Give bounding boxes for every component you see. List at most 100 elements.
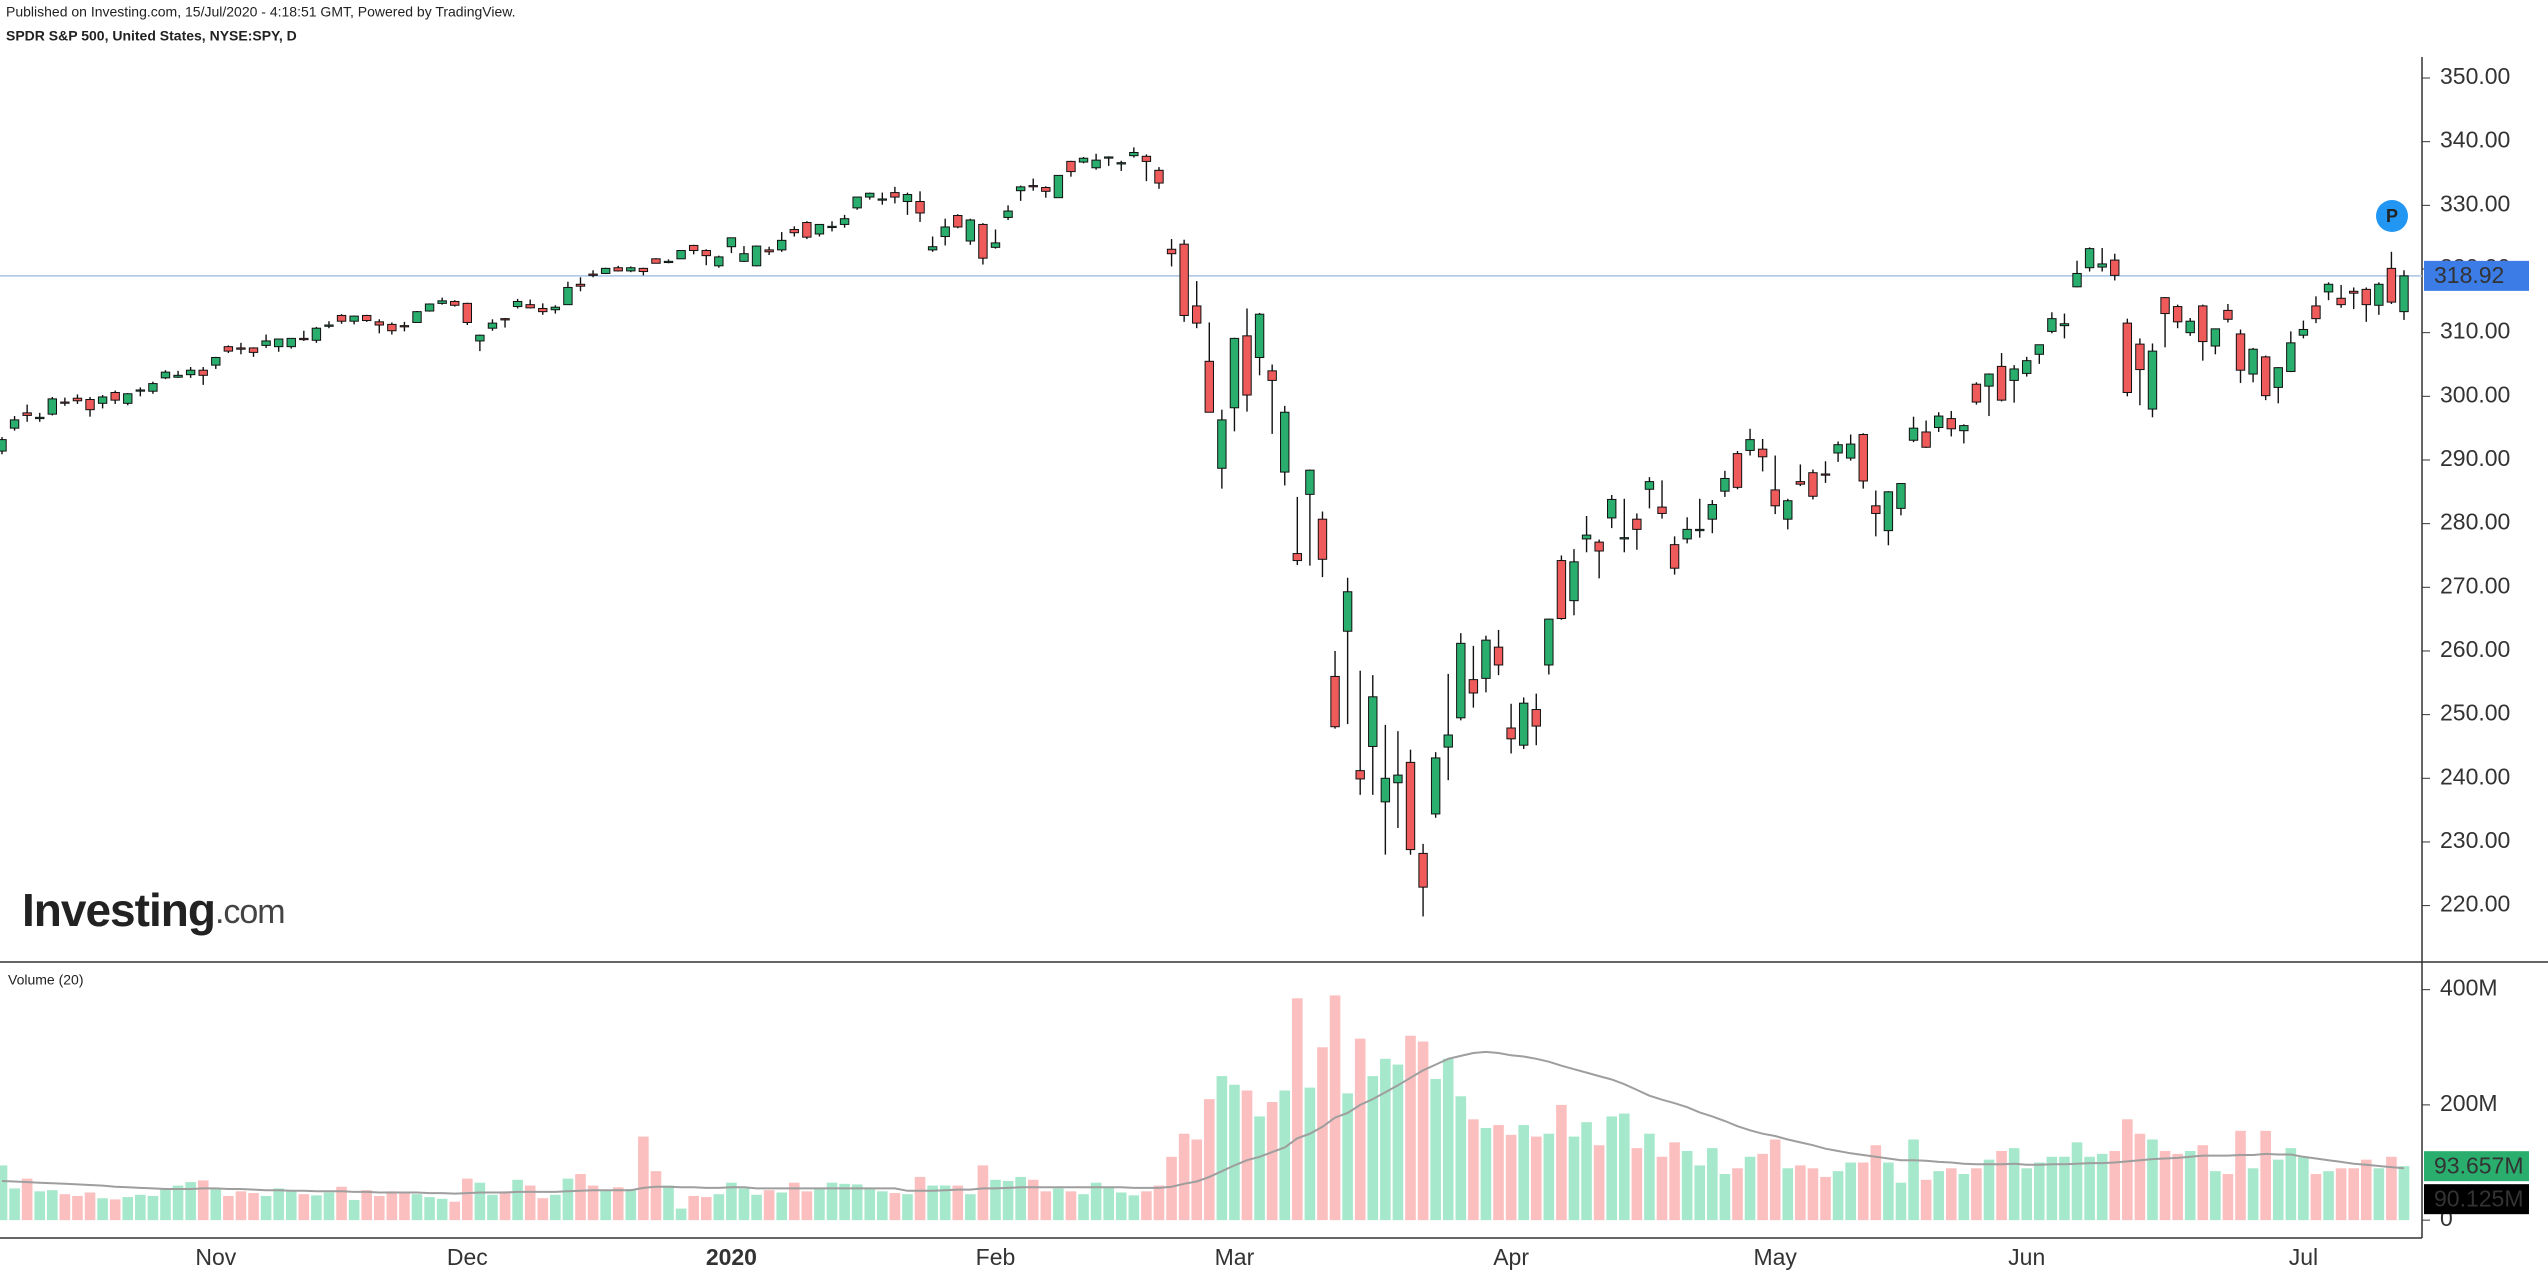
candle-body bbox=[211, 356, 221, 366]
volume-bar bbox=[1367, 1076, 1379, 1221]
volume-bar bbox=[914, 1176, 926, 1221]
volume-bar bbox=[1945, 1168, 1957, 1221]
volume-bar bbox=[386, 1191, 398, 1221]
candle-body bbox=[97, 396, 108, 404]
volume-bar bbox=[1354, 1038, 1366, 1221]
volume-bar bbox=[424, 1197, 435, 1221]
candle-body bbox=[1254, 313, 1265, 358]
last-volume-label: 93.657M bbox=[2434, 1152, 2524, 1178]
candle-body bbox=[1544, 618, 1554, 666]
candle-body bbox=[714, 256, 724, 267]
candle-body bbox=[1418, 852, 1428, 888]
candle-body bbox=[726, 237, 737, 248]
volume-bar bbox=[751, 1194, 762, 1221]
x-tick-label: Apr bbox=[1493, 1244, 1529, 1270]
candle-body bbox=[248, 347, 259, 353]
candle-body bbox=[751, 245, 762, 267]
candle-body bbox=[1883, 491, 1894, 532]
candle-body bbox=[1342, 591, 1353, 632]
volume-bar bbox=[1732, 1168, 1743, 1221]
y-tick-label: 220.00 bbox=[2440, 891, 2510, 917]
volume-ma-label: 90.125M bbox=[2434, 1185, 2524, 1211]
volume-bar bbox=[109, 1199, 121, 1221]
volume-bar bbox=[839, 1183, 850, 1221]
volume-bar bbox=[1392, 1064, 1404, 1221]
volume-bar bbox=[210, 1188, 222, 1221]
volume-bar bbox=[361, 1190, 373, 1221]
logo-word: Investing bbox=[22, 884, 215, 936]
candle-body bbox=[1267, 370, 1277, 381]
logo-suffix: .com bbox=[215, 893, 285, 931]
volume-bar bbox=[97, 1198, 108, 1221]
candle-body bbox=[2097, 263, 2107, 268]
volume-bar bbox=[1719, 1174, 1731, 1221]
candle-body bbox=[2248, 348, 2258, 375]
volume-bar bbox=[1241, 1090, 1253, 1221]
candle-body bbox=[362, 314, 372, 322]
candle-body bbox=[1091, 159, 1101, 169]
volume-bar bbox=[1908, 1139, 1919, 1221]
candle-body bbox=[1380, 777, 1391, 803]
candle-body bbox=[651, 258, 661, 264]
candle-body bbox=[1607, 498, 1617, 519]
x-tick-label: Nov bbox=[195, 1244, 236, 1270]
y-tick-label: 280.00 bbox=[2440, 509, 2510, 535]
candle-body bbox=[1518, 702, 1529, 746]
last-price-label-box bbox=[2424, 260, 2529, 291]
volume-bar bbox=[2109, 1150, 2121, 1221]
candle-body bbox=[85, 399, 95, 411]
y-tick-label: 290.00 bbox=[2440, 445, 2510, 471]
volume-bar bbox=[2210, 1171, 2221, 1221]
volume-bar bbox=[1820, 1176, 1831, 1221]
candle-body bbox=[1053, 174, 1064, 199]
candle-body bbox=[2072, 272, 2082, 288]
x-tick-label: Jul bbox=[2289, 1244, 2318, 1270]
candle-body bbox=[2110, 259, 2120, 276]
volume-bar bbox=[1266, 1102, 1278, 1221]
candle-body bbox=[1393, 774, 1403, 784]
candle-body bbox=[1330, 675, 1340, 728]
volume-bar bbox=[436, 1198, 448, 1221]
volume-bar bbox=[612, 1187, 624, 1221]
candle-body bbox=[789, 229, 799, 234]
candle-body bbox=[1820, 473, 1831, 476]
volume-bar bbox=[72, 1195, 83, 1221]
volume-bar bbox=[1015, 1176, 1026, 1221]
volume-bar bbox=[1518, 1125, 1529, 1221]
candle-body bbox=[1003, 210, 1013, 218]
candle-body bbox=[638, 267, 649, 273]
candle-body bbox=[2323, 283, 2334, 293]
volume-bar bbox=[2348, 1168, 2359, 1221]
volume-bar bbox=[462, 1178, 473, 1221]
candle-body bbox=[990, 242, 1001, 248]
volume-bar bbox=[2071, 1142, 2083, 1221]
candle-body bbox=[1808, 472, 1818, 497]
volume-bar bbox=[814, 1188, 825, 1221]
volume-bar bbox=[902, 1194, 913, 1221]
candle-body bbox=[1795, 481, 1806, 485]
volume-bar bbox=[285, 1191, 297, 1221]
candle-body bbox=[2084, 248, 2095, 269]
candle-body bbox=[1946, 418, 1956, 430]
volume-bar bbox=[927, 1185, 938, 1221]
volume-bar bbox=[2084, 1156, 2095, 1221]
candle-body bbox=[123, 393, 133, 404]
y-tick-label: 230.00 bbox=[2440, 827, 2510, 853]
volume-bar bbox=[1606, 1116, 1618, 1221]
volume-bar bbox=[499, 1191, 511, 1221]
volume-bar bbox=[1065, 1191, 1077, 1221]
candle-body bbox=[437, 300, 447, 304]
candle-body bbox=[1594, 541, 1604, 552]
volume-bar bbox=[1191, 1139, 1203, 1221]
volume-bar bbox=[1468, 1119, 1479, 1221]
volume-bar bbox=[625, 1189, 637, 1221]
candle-body bbox=[1166, 248, 1177, 255]
candle-body bbox=[563, 286, 573, 306]
y2-tick-label: 200M bbox=[2440, 1090, 2498, 1116]
volume-bar bbox=[1417, 1041, 1429, 1221]
candle-body bbox=[877, 198, 888, 201]
volume-bar bbox=[1040, 1191, 1052, 1221]
candle-body bbox=[299, 337, 309, 341]
volume-bar bbox=[1090, 1182, 1102, 1221]
candle-body bbox=[538, 307, 548, 313]
